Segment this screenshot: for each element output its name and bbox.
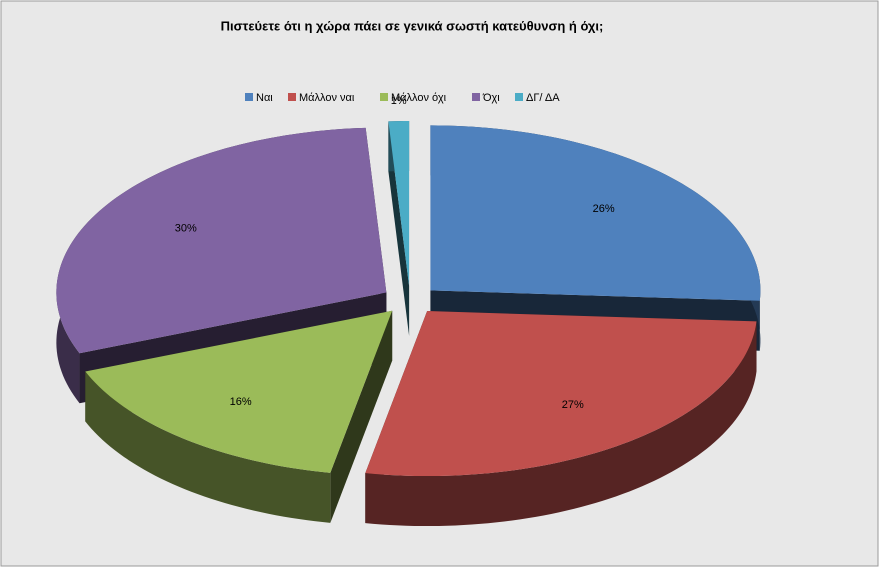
data-label: 30% (175, 223, 197, 235)
data-label: 26% (593, 203, 615, 215)
slice (388, 121, 410, 287)
legend-swatch (515, 93, 523, 101)
legend-label: Ναι (256, 92, 273, 104)
slice (365, 311, 757, 477)
slice-side (388, 121, 410, 337)
legend-label: Όχι (482, 92, 500, 104)
chart-title: Πιστεύετε ότι η χώρα πάει σε γενικά σωστ… (221, 18, 604, 33)
slice (56, 127, 387, 354)
slice (388, 121, 410, 337)
legend-swatch (245, 93, 253, 101)
slice (430, 125, 761, 301)
slice (85, 310, 393, 523)
slice-side (85, 371, 331, 523)
data-label: 1% (391, 95, 407, 107)
slice (365, 311, 757, 527)
legend-swatch (472, 93, 480, 101)
slice (85, 310, 393, 473)
legend-label: ΔΓ/ ΔΑ (526, 92, 560, 104)
legend-swatch (288, 93, 296, 101)
data-label: 16% (230, 396, 252, 408)
legend-swatch (380, 93, 388, 101)
legend-label: Μάλλον όχι (391, 92, 447, 104)
legend-label: Μάλλον ναι (299, 92, 355, 104)
data-label: 27% (562, 399, 584, 411)
slice-side (365, 321, 757, 527)
